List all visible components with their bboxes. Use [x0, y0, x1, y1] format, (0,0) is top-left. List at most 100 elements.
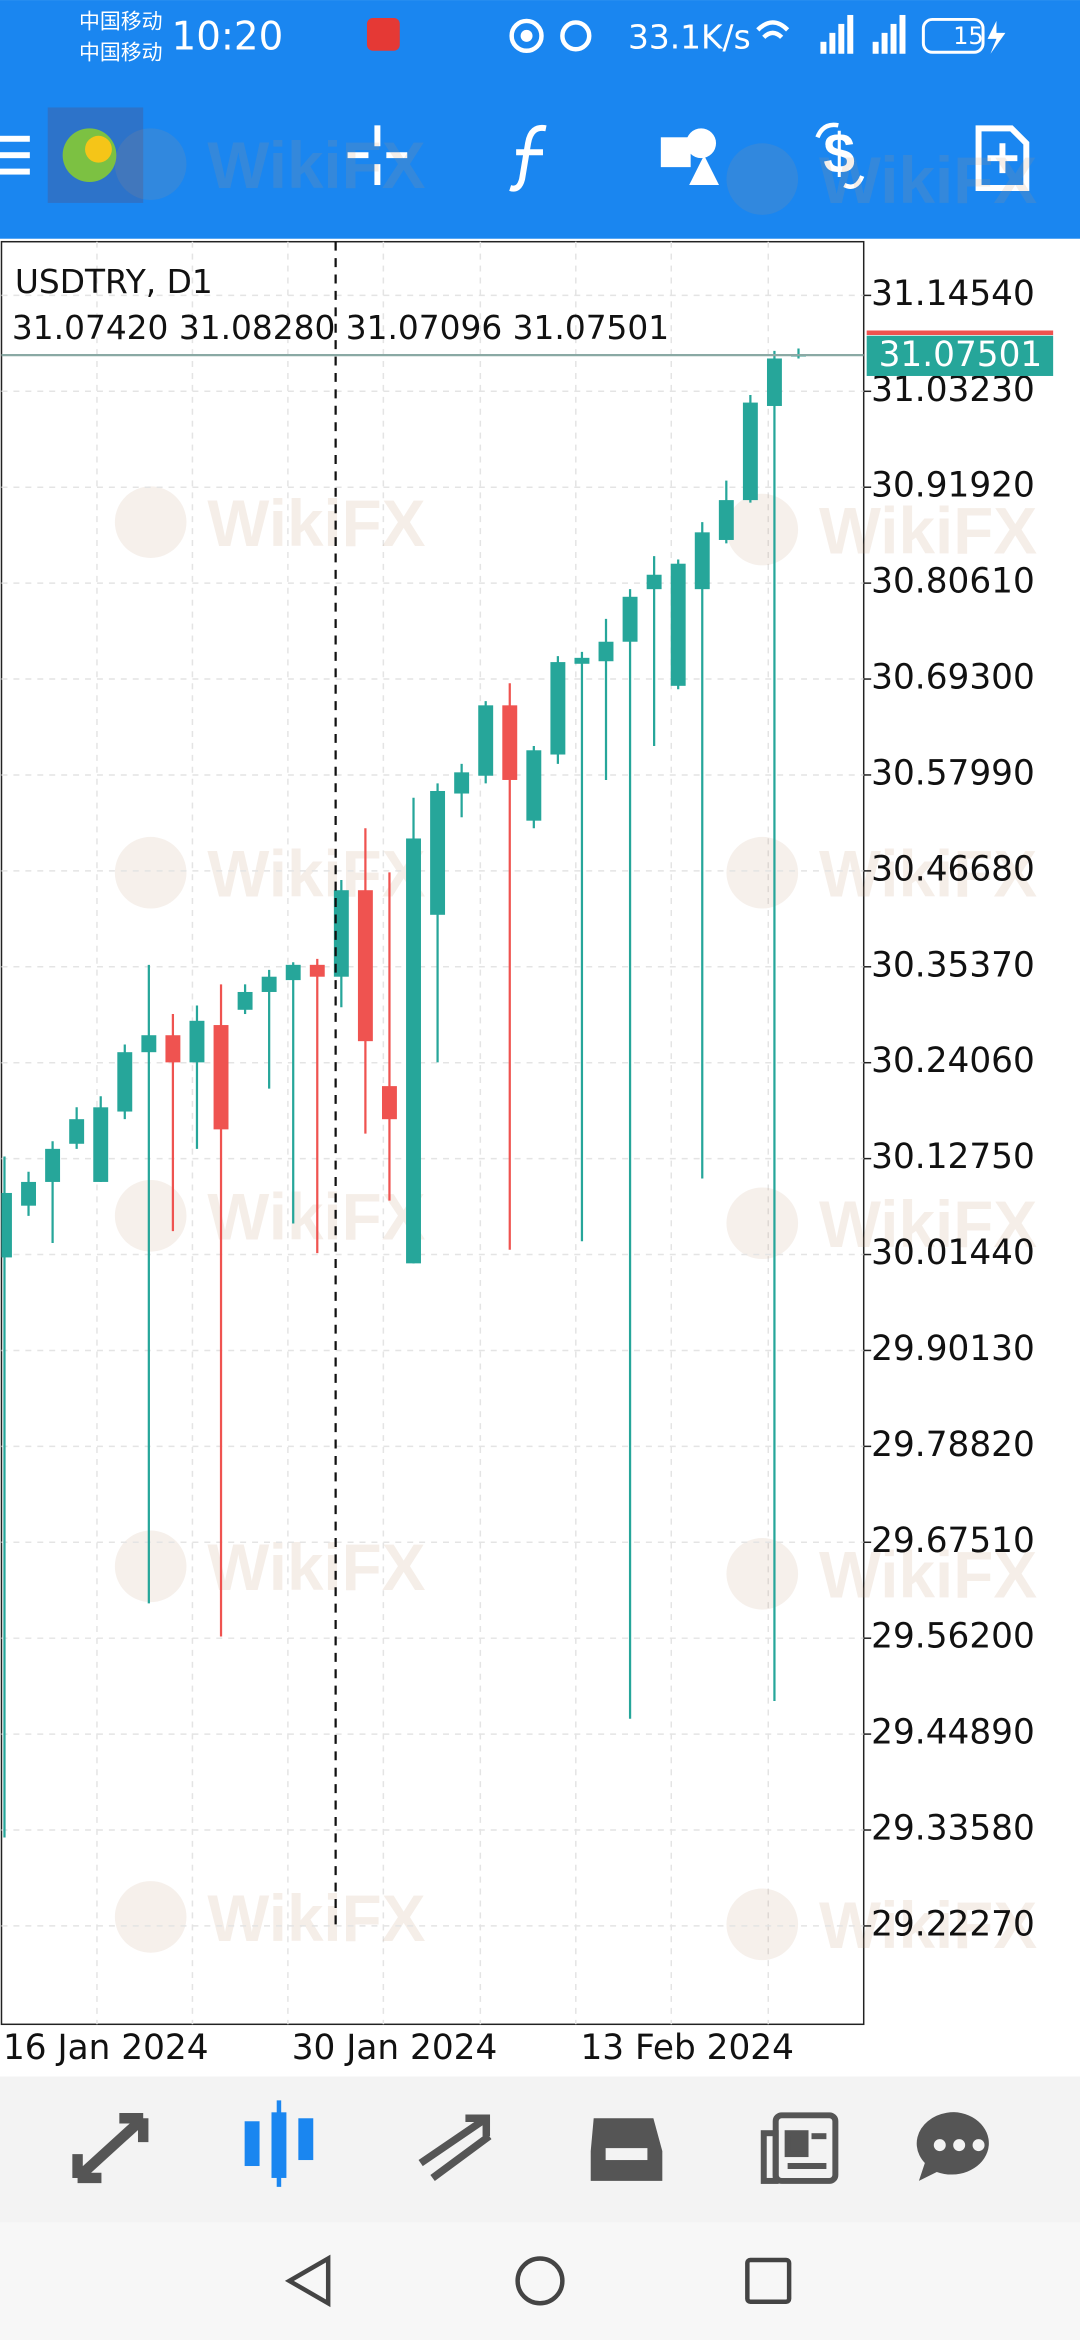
y-tick-label: 30.69300 — [871, 658, 1035, 698]
candle-body — [1, 1192, 12, 1258]
plot — [1, 294, 864, 1927]
candle-body — [526, 750, 542, 821]
system-nav — [0, 2222, 1080, 2340]
battery: 15 — [953, 22, 983, 50]
trade-button[interactable]: $ — [815, 122, 865, 189]
home-button[interactable] — [515, 2256, 565, 2306]
candle-body — [430, 790, 446, 915]
candle-body — [117, 1052, 133, 1112]
news-tab[interactable] — [760, 2112, 839, 2184]
y-tick-label: 30.24060 — [871, 1041, 1035, 1081]
y-tick-label: 30.57990 — [871, 753, 1035, 793]
watermark: WikiFX — [207, 838, 425, 911]
watermark: WikiFX — [819, 1539, 1037, 1612]
net-speed: 33.1K/s — [628, 18, 751, 56]
new-order-button[interactable] — [975, 125, 1030, 191]
carrier: 中国移动 — [79, 41, 163, 65]
watermark: WikiFX — [819, 494, 1037, 567]
x-tick-label: 30 Jan 2024 — [292, 2028, 498, 2068]
watermark: WikiFX — [819, 1188, 1037, 1261]
watermark-logo — [726, 143, 799, 215]
last-price-box — [866, 335, 1054, 376]
crosshair-button[interactable] — [347, 125, 408, 186]
x-tick-label: 13 Feb 2024 — [580, 2028, 793, 2068]
y-tick-label: 29.67510 — [871, 1521, 1035, 1561]
candle-body — [670, 563, 686, 686]
y-tick-label: 30.91920 — [871, 466, 1035, 506]
candle-body — [694, 532, 710, 590]
watermark-logo — [114, 1530, 187, 1603]
candle-body — [742, 402, 758, 501]
watermark-logo — [114, 836, 187, 909]
candle-body — [69, 1119, 85, 1144]
quotes-tab[interactable] — [72, 2113, 149, 2184]
candle-body — [309, 964, 325, 977]
candle-body — [333, 890, 349, 977]
last-price-label: 31.07501 — [879, 335, 1043, 375]
axes: 31.14540 31.03230 30.91920 30.80610 30.69300… — [3, 274, 1054, 2068]
carrier: 中国移动 — [79, 9, 163, 33]
recents-button[interactable] — [745, 2257, 792, 2305]
y-tick-label: 29.44890 — [871, 1713, 1035, 1753]
watermarks: WikiFX WikiFX WikiFX WikiFX WikiFX WikiFX Wiki… — [114, 128, 1037, 2313]
candle-body — [237, 991, 253, 1010]
watermark: WikiFX — [819, 144, 1037, 217]
watermark: WikiFX — [819, 838, 1037, 911]
trade-tab[interactable] — [418, 2114, 492, 2181]
candle-body — [622, 596, 638, 642]
y-tick-label: 29.56200 — [871, 1617, 1035, 1657]
symbol-title: USDTRY, D1 — [15, 263, 213, 301]
watermark-logo — [114, 486, 187, 558]
menu-button[interactable] — [0, 135, 30, 175]
watermark-logo — [114, 1881, 187, 1953]
app-logo — [47, 107, 144, 203]
y-tick-label: 30.12750 — [871, 1137, 1035, 1177]
watermark-logo — [726, 1888, 799, 1961]
candle-body — [93, 1107, 109, 1182]
chart-tab[interactable] — [244, 2100, 314, 2187]
candle-body — [381, 1086, 397, 1120]
candle-body — [598, 641, 614, 662]
bottom-nav — [0, 2076, 1080, 2223]
back-button[interactable] — [284, 2254, 331, 2308]
candle-body — [285, 964, 301, 981]
watermark-logo — [726, 836, 799, 909]
status-icons — [366, 14, 1006, 54]
y-tick-label: 29.22270 — [871, 1904, 1035, 1944]
y-tick-label: 30.01440 — [871, 1233, 1035, 1273]
clock: 10:20 — [172, 14, 284, 59]
candle-body — [406, 838, 421, 1264]
quote-line: 31.07420 31.08280 31.07096 31.07501 — [12, 309, 669, 347]
candle-body — [189, 1020, 205, 1063]
y-tick-label: 30.80610 — [871, 562, 1035, 602]
watermark: WikiFX — [207, 487, 425, 560]
v-grid — [96, 241, 769, 2025]
candle-body — [261, 976, 277, 992]
indicators-button[interactable] — [509, 124, 547, 192]
candle-body — [454, 772, 470, 794]
candle-body — [45, 1148, 61, 1182]
svg-text:$: $ — [823, 123, 855, 186]
candle-body — [165, 1035, 181, 1063]
history-tab[interactable] — [590, 2118, 663, 2181]
candle-body — [646, 574, 662, 590]
candle-body — [502, 705, 518, 780]
watermark: WikiFX — [819, 1889, 1037, 1962]
candle-body — [766, 358, 782, 406]
chat-tab[interactable] — [916, 2112, 989, 2181]
watermark-logo — [114, 1179, 187, 1252]
candle-body — [550, 662, 566, 755]
candle-body — [357, 890, 373, 1042]
y-tick-label: 29.78820 — [871, 1425, 1035, 1465]
candle-body — [141, 1035, 157, 1053]
candle-body — [21, 1181, 36, 1206]
objects-button[interactable] — [660, 128, 720, 186]
candle-body — [574, 657, 590, 664]
watermark-logo — [114, 128, 187, 200]
y-tick-label: 29.90130 — [871, 1329, 1035, 1369]
y-tick-label: 29.33580 — [871, 1809, 1035, 1849]
x-tick-label: 16 Jan 2024 — [3, 2028, 209, 2068]
y-tick-label: 31.03230 — [871, 370, 1035, 410]
